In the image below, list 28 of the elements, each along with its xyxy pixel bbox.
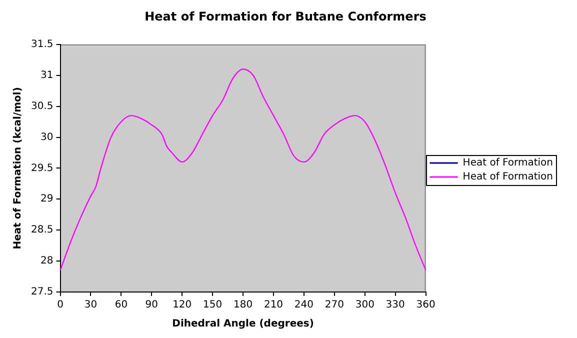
y-tick-label: 28.5 bbox=[31, 224, 54, 236]
x-tick-label: 90 bbox=[145, 300, 158, 311]
x-tick-label: 270 bbox=[324, 300, 344, 311]
x-tick-label: 120 bbox=[172, 300, 192, 311]
line-series bbox=[60, 68, 426, 271]
y-tick-label: 31.5 bbox=[31, 38, 54, 50]
x-axis-title: Dihedral Angle (degrees) bbox=[172, 318, 314, 330]
y-tick-label: 30 bbox=[40, 132, 54, 143]
legend-label: Heat of Formation bbox=[462, 172, 554, 183]
x-tick-label: 330 bbox=[386, 300, 405, 311]
legend-label: Heat of Formation bbox=[462, 158, 554, 169]
x-tick-label: 0 bbox=[57, 300, 64, 311]
x-tick-label: 60 bbox=[114, 300, 128, 311]
x-tick-label: 30 bbox=[84, 300, 98, 311]
chart-title: Heat of Formation for Butane Conformers bbox=[144, 9, 426, 24]
x-tick-label: 300 bbox=[355, 300, 374, 311]
y-tick-label: 31 bbox=[40, 70, 54, 81]
x-tick-label: 210 bbox=[264, 300, 284, 311]
y-tick-label: 29.5 bbox=[31, 162, 54, 174]
x-tick-label: 180 bbox=[233, 300, 253, 311]
y-tick-label: 27.5 bbox=[31, 286, 54, 298]
x-tick-label: 240 bbox=[294, 300, 314, 311]
y-axis-title: Heat of Formation (kcal/mol) bbox=[12, 87, 24, 250]
x-tick-label: 360 bbox=[416, 300, 436, 311]
x-tick-label: 150 bbox=[203, 300, 222, 311]
y-tick-label: 28 bbox=[40, 256, 54, 267]
y-tick-label: 29 bbox=[40, 194, 54, 205]
y-tick-label: 30.5 bbox=[31, 100, 54, 112]
